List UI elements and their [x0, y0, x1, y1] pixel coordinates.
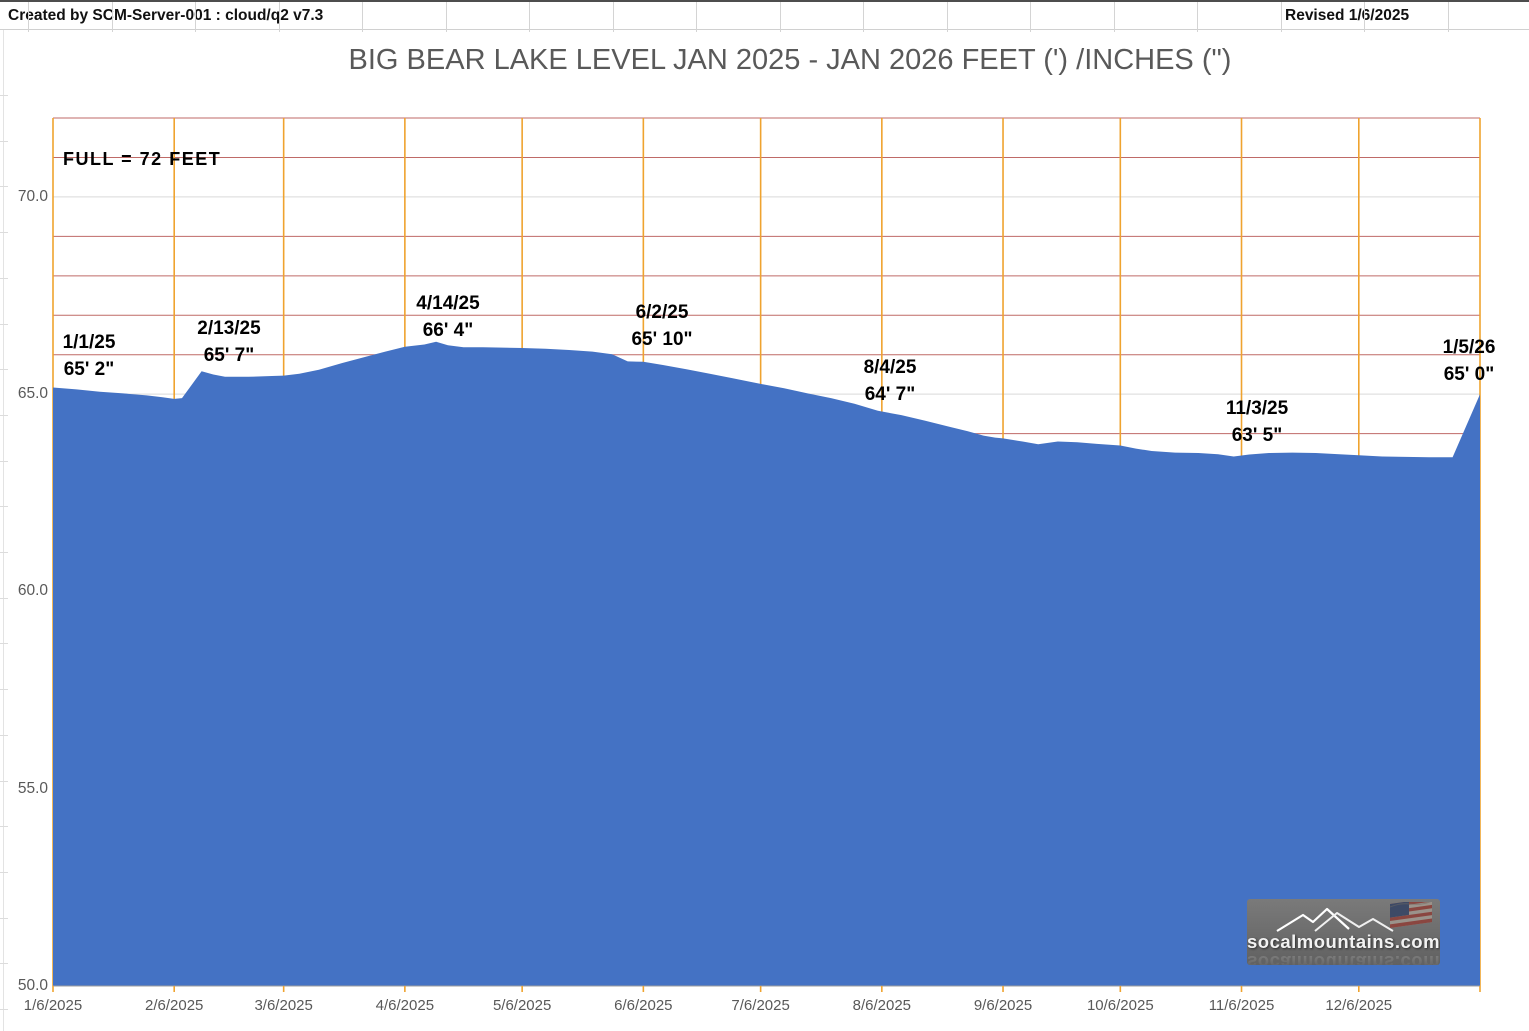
annotation-value: 66' 4"	[422, 320, 474, 341]
mountains-icon	[1276, 907, 1394, 932]
data-point-annotation: 1/5/26 65' 0"	[1443, 334, 1496, 388]
data-point-annotation: 8/4/25 64' 7"	[864, 354, 917, 408]
us-flag-icon	[1389, 902, 1433, 928]
socalmountains-logo: socalmountains.com socalmountains.com	[1247, 899, 1440, 965]
row-border-mark	[0, 917, 8, 919]
row-border-mark	[0, 506, 8, 508]
column-border	[612, 2, 614, 32]
x-tick-label: 9/6/2025	[973, 997, 1033, 1014]
annotation-value: 65' 10"	[631, 329, 693, 350]
column-border	[195, 2, 196, 32]
row-border-mark	[0, 369, 8, 371]
column-border	[362, 2, 363, 32]
row-border-mark	[0, 460, 8, 462]
annotation-value: 64' 7"	[864, 384, 916, 405]
x-tick-label: 11/6/2025	[1208, 997, 1275, 1014]
annotation-value: 65' 2"	[63, 359, 115, 380]
row-border-mark	[0, 871, 8, 873]
column-border	[445, 2, 447, 32]
row-border-mark	[0, 232, 8, 234]
column-border	[1280, 2, 1282, 32]
row-border-mark	[0, 277, 8, 279]
data-point-annotation: 1/1/25 65' 2"	[63, 329, 116, 383]
y-tick-label: 70.0	[17, 187, 48, 205]
chart-title: BIG BEAR LAKE LEVEL JAN 2025 - JAN 2026 …	[348, 44, 1232, 76]
row-border-mark	[0, 1009, 8, 1010]
revision-note-cell[interactable]: Revised 1/6/2025	[1285, 7, 1410, 24]
data-point-annotation: 6/2/25 65' 10"	[631, 299, 692, 353]
annotation-date: 2/13/25	[197, 318, 261, 339]
x-tick-label: 6/6/2025	[614, 997, 673, 1014]
watermark-reflection: socalmountains.com	[1247, 952, 1440, 965]
row-border-mark	[0, 689, 8, 691]
x-tick-label: 4/6/2025	[375, 997, 435, 1014]
column-border	[28, 2, 29, 32]
y-tick-label: 65.0	[17, 385, 48, 403]
x-tick-label: 7/6/2025	[731, 997, 790, 1014]
column-border	[779, 2, 781, 32]
row-border-mark	[0, 826, 8, 828]
row-border-mark	[0, 95, 8, 96]
column-border	[529, 2, 530, 32]
column-border	[1030, 2, 1031, 32]
x-tick-label: 5/6/2025	[492, 997, 552, 1014]
y-tick-label: 55.0	[17, 779, 48, 797]
column-border	[696, 2, 697, 32]
sheet-column-border	[3, 30, 4, 1031]
watermark-text: socalmountains.com	[1247, 931, 1440, 952]
column-border	[1197, 2, 1198, 32]
row-border-mark	[0, 963, 8, 965]
x-tick-label: 3/6/2025	[254, 997, 313, 1014]
y-tick-label: 60.0	[17, 582, 48, 600]
column-border	[946, 2, 948, 32]
spreadsheet-header-row: Created by SCM-Server-001 : cloud/q2 v7.…	[0, 0, 1529, 32]
x-tick-label: 10/6/2025	[1086, 997, 1154, 1014]
annotation-value: 63' 5"	[1231, 425, 1283, 446]
data-point-annotation: 2/13/25 65' 7"	[197, 315, 260, 369]
row-border-mark	[0, 186, 8, 188]
row-border-mark	[0, 597, 8, 599]
annotation-value: 65' 7"	[203, 345, 255, 366]
column-border	[111, 2, 113, 32]
x-tick-label: 2/6/2025	[144, 997, 204, 1014]
annotation-date: 1/1/25	[62, 332, 116, 353]
creator-note-cell[interactable]: Created by SCM-Server-001 : cloud/q2 v7.…	[8, 7, 324, 24]
row-border-mark	[0, 414, 8, 416]
x-tick-label: 12/6/2025	[1325, 997, 1393, 1014]
x-tick-label: 1/6/2025	[23, 997, 83, 1014]
column-border	[863, 2, 864, 32]
row-border-mark	[0, 323, 8, 325]
column-border	[1113, 2, 1115, 32]
column-border	[278, 2, 280, 32]
annotation-date: 11/3/25	[1225, 398, 1289, 419]
column-border	[1364, 2, 1365, 32]
row-border-mark	[0, 734, 8, 736]
annotation-date: 4/14/25	[416, 293, 480, 314]
full-level-label: FULL = 72 FEET	[63, 149, 222, 169]
annotation-value: 65' 0"	[1443, 364, 1495, 385]
row-border-mark	[0, 643, 8, 645]
annotation-date: 1/5/26	[1442, 337, 1496, 358]
data-point-annotation: 4/14/25 66' 4"	[416, 290, 479, 344]
data-point-annotation: 11/3/25 63' 5"	[1226, 395, 1288, 449]
annotation-date: 8/4/25	[863, 357, 917, 378]
row-border-mark	[0, 552, 8, 553]
row-border-mark	[0, 780, 8, 782]
x-tick-label: 8/6/2025	[852, 997, 912, 1014]
y-tick-label: 50.0	[17, 977, 48, 994]
row-border-mark	[0, 140, 8, 142]
column-border	[1447, 2, 1449, 32]
annotation-date: 6/2/25	[635, 302, 689, 323]
